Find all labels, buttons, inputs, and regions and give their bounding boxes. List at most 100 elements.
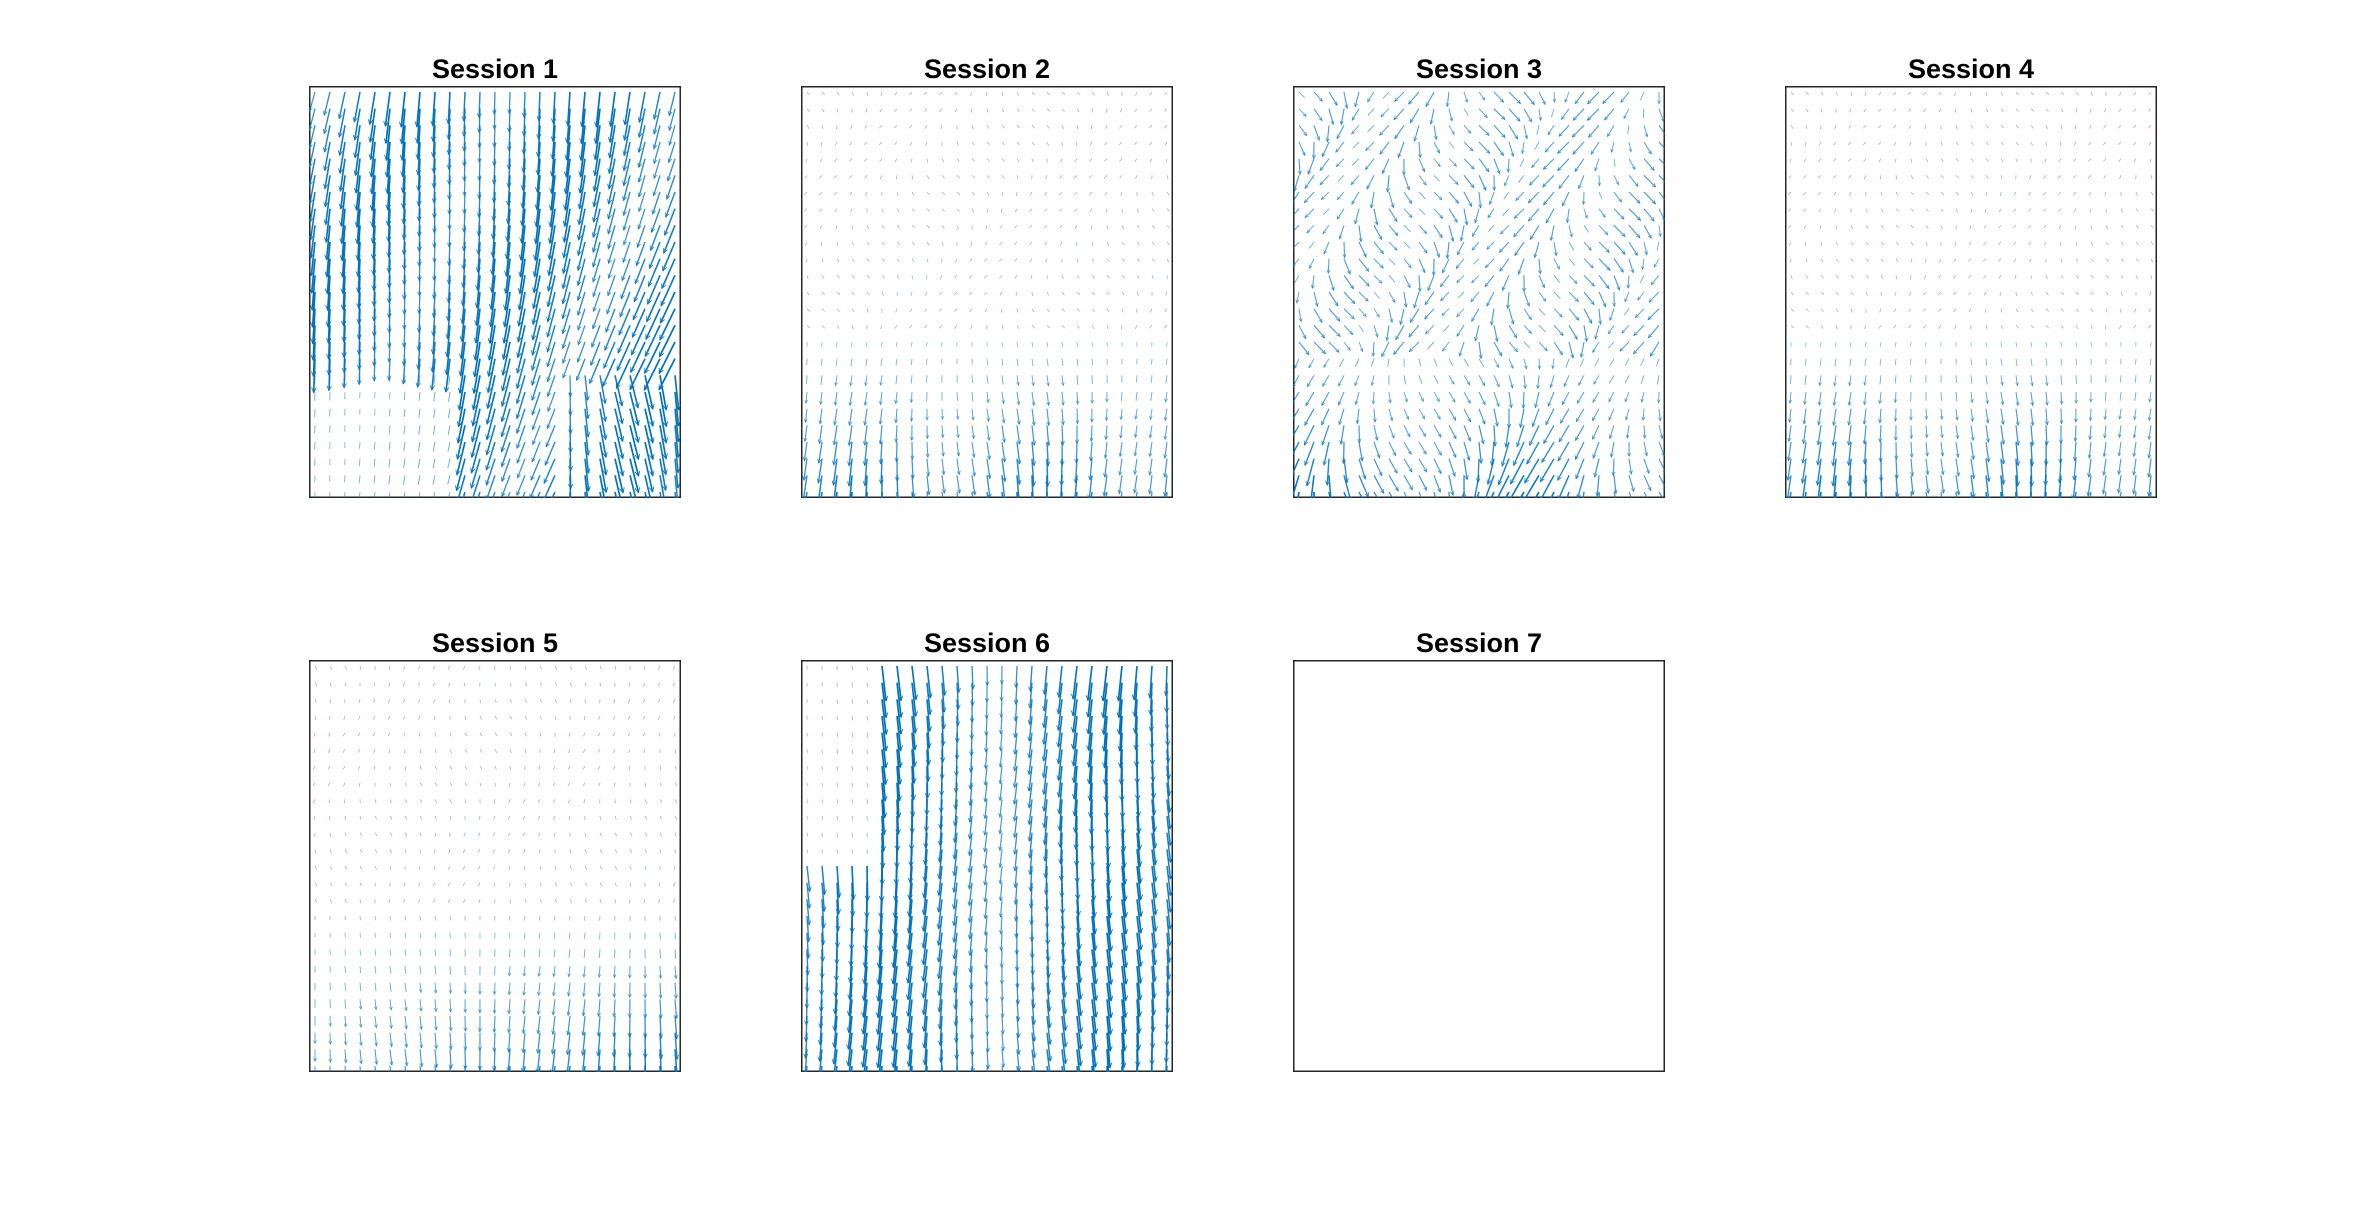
quiver-arrow xyxy=(1850,491,1852,498)
quiver-arrowhead xyxy=(631,349,636,356)
quiver-arrow xyxy=(1863,125,1867,129)
quiver-arrow xyxy=(1059,241,1063,246)
quiver-arrowhead xyxy=(1553,251,1558,257)
quiver-arrow xyxy=(674,782,678,787)
quiver-arrow xyxy=(584,915,586,921)
quiver-arrow xyxy=(1388,291,1396,303)
quiver-arrow xyxy=(1471,241,1480,251)
quiver-arrowhead xyxy=(1543,200,1548,206)
quiver-arrow xyxy=(568,932,571,939)
quiver-arrow xyxy=(1790,291,1794,296)
quiver-arrowhead xyxy=(1163,416,1168,422)
quiver-arrowhead xyxy=(1504,182,1508,187)
quiver-arrow xyxy=(644,1049,647,1072)
quiver-arrow xyxy=(2073,141,2077,146)
quiver-arrow xyxy=(417,325,421,351)
quiver-arrow xyxy=(1075,141,1078,146)
quiver-arrow xyxy=(2060,275,2064,279)
quiver-arrow xyxy=(520,208,526,243)
quiver-arrow xyxy=(402,175,406,209)
quiver-arrow xyxy=(1893,141,1897,146)
quiver-arrow xyxy=(1016,125,1021,129)
quiver-arrowhead xyxy=(1542,100,1546,106)
quiver-arrow xyxy=(1804,241,1807,246)
quiver-arrow xyxy=(632,291,646,320)
quiver-arrow xyxy=(312,799,316,803)
quiver-arrow xyxy=(372,208,376,244)
quiver-arrow xyxy=(2058,458,2062,483)
quiver-arrow xyxy=(2030,325,2035,329)
quiver-arrowhead xyxy=(1295,299,1300,304)
quiver-arrow xyxy=(803,458,808,481)
quiver-arrow xyxy=(1592,341,1600,353)
quiver-arrow xyxy=(416,358,421,388)
quiver-arrow xyxy=(597,1049,601,1072)
quiver-arrowhead xyxy=(323,165,328,172)
quiver-arrow xyxy=(403,408,406,418)
quiver-arrow xyxy=(1788,175,1792,179)
quiver-arrow xyxy=(818,191,823,196)
quiver-axes xyxy=(1785,86,2157,498)
quiver-arrow xyxy=(1613,208,1625,220)
quiver-arrowhead xyxy=(1470,298,1475,303)
quiver-arrow xyxy=(638,91,646,123)
quiver-arrowhead xyxy=(516,473,521,479)
quiver-arrow xyxy=(433,715,436,720)
quiver-arrowhead xyxy=(1417,287,1422,293)
quiver-arrowhead xyxy=(1485,131,1490,136)
quiver-arrow xyxy=(606,291,616,315)
quiver-arrow xyxy=(314,665,318,670)
quiver-arrow xyxy=(1294,275,1300,284)
quiver-arrow xyxy=(2060,241,2062,246)
quiver-arrow xyxy=(805,491,808,498)
quiver-arrow xyxy=(2134,491,2137,498)
quiver-arrowhead xyxy=(1620,98,1625,104)
quiver-arrow xyxy=(1016,341,1019,347)
quiver-arrow xyxy=(417,665,421,670)
quiver-arrowhead xyxy=(1893,436,1898,442)
quiver-arrow xyxy=(1613,175,1619,185)
quiver-arrowhead xyxy=(1955,453,1960,459)
quiver-arrow xyxy=(834,208,838,213)
quiver-arrow xyxy=(941,241,944,246)
quiver-arrow xyxy=(551,125,556,159)
quiver-arrowhead xyxy=(802,456,807,462)
quiver-arrow xyxy=(1136,225,1140,229)
quiver-arrowhead xyxy=(1483,114,1488,119)
quiver-arrow xyxy=(356,208,361,244)
quiver-arrow xyxy=(1166,241,1170,246)
quiver-arrow xyxy=(329,882,333,887)
quiver-arrow xyxy=(926,158,928,163)
quiver-arrow xyxy=(309,125,316,149)
quiver-arrow xyxy=(630,341,646,373)
quiver-arrow xyxy=(926,208,931,212)
quiver-arrow xyxy=(580,125,586,161)
quiver-arrowhead xyxy=(1547,402,1552,407)
quiver-arrow xyxy=(432,291,436,318)
quiver-arrowhead xyxy=(515,428,521,435)
quiver-arrowhead xyxy=(1394,97,1399,102)
quiver-arrowhead xyxy=(1785,495,1791,498)
quiver-arrowhead xyxy=(1442,347,1446,352)
quiver-arrowhead xyxy=(328,1040,333,1045)
quiver-arrow xyxy=(672,699,676,703)
quiver-arrow xyxy=(536,491,541,498)
quiver-arrow xyxy=(417,699,421,703)
quiver-arrowhead xyxy=(1552,98,1557,103)
quiver-arrow xyxy=(2104,191,2107,196)
quiver-arrow xyxy=(879,425,883,444)
quiver-arrow xyxy=(1568,225,1573,238)
quiver-arrow xyxy=(1321,425,1330,446)
quiver-arrowhead xyxy=(1649,352,1654,357)
quiver-arrow xyxy=(1134,125,1138,129)
quiver-arrow xyxy=(1497,458,1510,485)
quiver-arrow xyxy=(820,141,823,146)
quiver-arrowhead xyxy=(633,296,639,303)
quiver-arrowhead xyxy=(470,436,476,443)
quiver-arrowhead xyxy=(404,1007,408,1012)
quiver-arrowhead xyxy=(1436,149,1441,154)
quiver-arrowhead xyxy=(1602,99,1607,105)
quiver-arrow xyxy=(447,108,451,140)
quiver-arrow xyxy=(418,491,421,498)
quiver-arrowhead xyxy=(1002,477,1007,483)
